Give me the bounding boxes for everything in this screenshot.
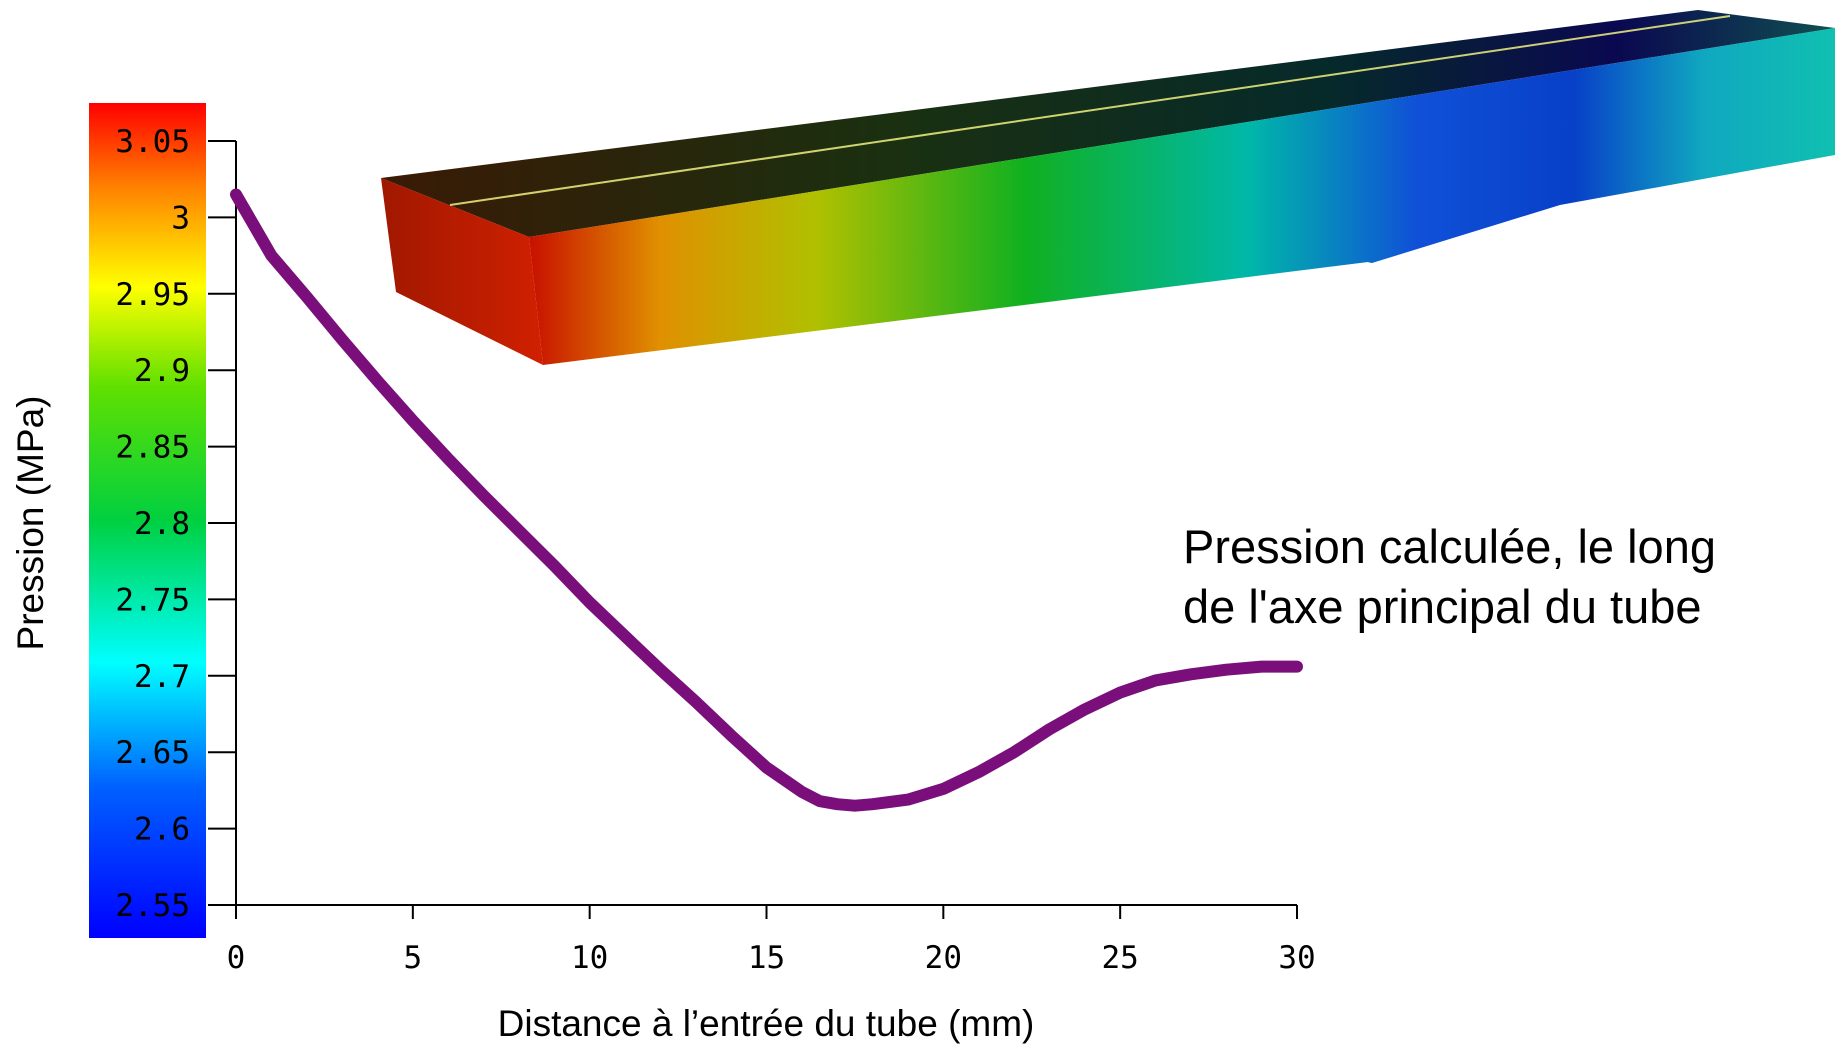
x-tick-label: 20 [925, 940, 962, 976]
y-tick-label: 2.55 [115, 888, 190, 924]
tube-end-face [381, 178, 543, 365]
x-tick-label: 5 [403, 940, 422, 976]
tube-top-face [381, 10, 1835, 237]
tube-axis-line [449, 15, 1731, 206]
y-tick-label: 2.9 [134, 353, 190, 389]
color-scale-bar [89, 103, 206, 938]
y-axis-ticks: 3.05 3 2.95 2.9 2.85 2.8 2.75 2.7 2.65 2.6 2.55 [115, 124, 236, 924]
y-axis-title: Pression (MPa) [10, 396, 51, 651]
annotation-line-2: de l'axe principal du tube [1183, 580, 1702, 633]
y-tick-label: 2.75 [115, 582, 190, 618]
y-tick-label: 3.05 [115, 124, 190, 160]
x-tick-label: 10 [571, 940, 608, 976]
y-tick-label: 2.65 [115, 735, 190, 771]
x-axis-title: Distance à l’entrée du tube (mm) [498, 1003, 1035, 1044]
x-tick-label: 0 [227, 940, 246, 976]
y-tick-label: 2.7 [134, 659, 190, 695]
tube-front-face [529, 28, 1835, 365]
x-axis-ticks: 0 5 10 15 20 25 30 [227, 905, 1316, 976]
y-tick-label: 2.95 [115, 277, 190, 313]
x-tick-label: 30 [1278, 940, 1315, 976]
tube-3d-illustration [381, 10, 1835, 365]
y-tick-label: 3 [171, 200, 190, 236]
pressure-series-line [230, 188, 1303, 812]
y-tick-label: 2.85 [115, 430, 190, 466]
x-tick-label: 25 [1102, 940, 1139, 976]
y-tick-label: 2.8 [134, 506, 190, 542]
y-tick-label: 2.6 [134, 812, 190, 848]
annotation-line-1: Pression calculée, le long [1183, 520, 1716, 573]
x-tick-label: 15 [748, 940, 785, 976]
